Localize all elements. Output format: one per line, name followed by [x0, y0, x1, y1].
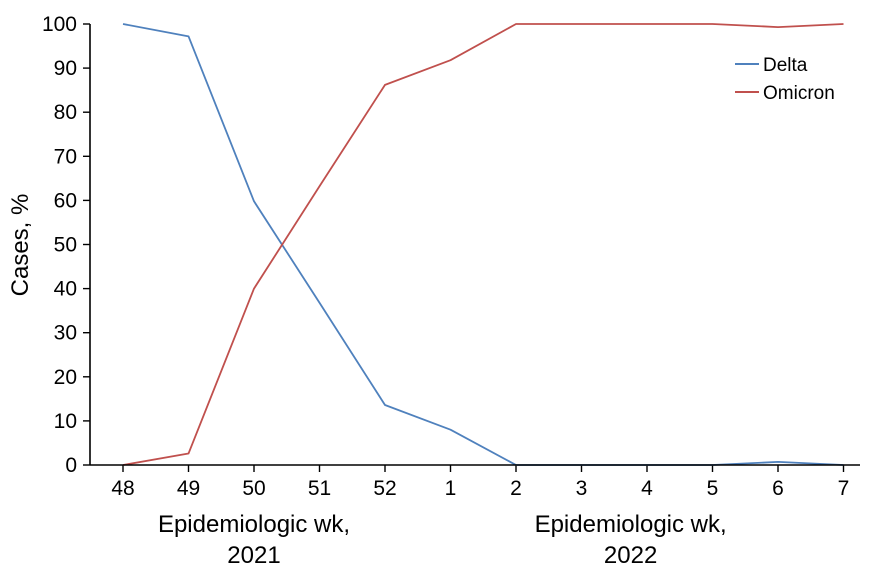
x-tick-label: 3	[576, 477, 588, 500]
x-tick-label: 50	[242, 477, 265, 500]
legend-label-omicron: Omicron	[763, 83, 835, 104]
y-axis-title: Cases, %	[7, 194, 34, 297]
series-line-omicron	[122, 23, 844, 466]
x-tick-label: 1	[445, 477, 457, 500]
y-tick-label: 40	[54, 278, 77, 301]
x-group-label-line1: Epidemiologic wk,	[158, 511, 350, 538]
y-tick-label: 100	[42, 13, 77, 36]
series-line-delta	[122, 23, 844, 466]
x-tick-label: 51	[308, 477, 331, 500]
x-tick-label: 4	[641, 477, 653, 500]
x-tick-label: 2	[510, 477, 522, 500]
x-tick-label: 7	[838, 477, 850, 500]
y-tick-label: 70	[54, 145, 77, 168]
y-tick-label: 20	[54, 366, 77, 389]
y-tick-label: 10	[54, 410, 77, 433]
x-tick-label: 6	[772, 477, 784, 500]
y-tick-label: 80	[54, 101, 77, 124]
y-tick-label: 60	[54, 189, 77, 212]
legend-label-delta: Delta	[763, 55, 808, 76]
x-tick-label: 49	[177, 477, 200, 500]
x-axis: 48 49 50 51 52 1 2 3 4 5 6 7	[111, 465, 849, 500]
x-tick-label: 5	[707, 477, 719, 500]
y-tick-label: 0	[65, 454, 77, 477]
x-group-labels: Epidemiologic wk, 2021 Epidemiologic wk, 20…	[158, 511, 727, 566]
x-group-label-line2: 2021	[227, 542, 280, 566]
x-group-label-line2: 2022	[604, 542, 657, 566]
axis-lines	[89, 24, 860, 466]
y-tick-label: 90	[54, 57, 77, 80]
x-tick-label: 48	[111, 477, 134, 500]
y-axis: 0 10 20 30 40 50 60 70 80 90 100	[42, 13, 90, 477]
y-tick-label: 30	[54, 322, 77, 345]
series-layer	[122, 23, 844, 466]
x-tick-label: 52	[373, 477, 396, 500]
x-group-label-line1: Epidemiologic wk,	[535, 511, 727, 538]
y-tick-label: 50	[54, 234, 77, 257]
legend: Delta Omicron	[735, 55, 835, 104]
